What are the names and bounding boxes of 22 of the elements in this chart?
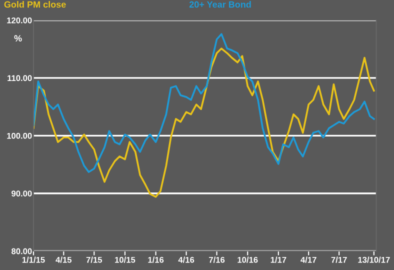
- x-tick-label: 1/17: [270, 256, 286, 263]
- y-axis-title: %: [14, 35, 22, 42]
- x-tick-label: 4/17: [300, 256, 316, 263]
- x-tick-label: 13/10/17: [358, 256, 390, 263]
- text: 20+ Year Bond: [189, 1, 251, 8]
- y-tick-label: 120.00: [7, 17, 32, 24]
- x-tick-label: 7/17: [331, 256, 347, 263]
- x-tick-label: 1/16: [148, 256, 164, 263]
- text: Gold PM close: [4, 1, 66, 8]
- x-tick-label: 4/16: [178, 256, 194, 263]
- y-tick-label: 110.00: [8, 75, 32, 82]
- x-tick-label: 10/16: [238, 256, 258, 263]
- line-series: [33, 48, 375, 198]
- x-tick-label: 7/15: [86, 256, 102, 263]
- line-series: [33, 33, 375, 173]
- x-tick-label: 1/1/15: [22, 256, 45, 263]
- y-tick-label: 80.00: [12, 248, 32, 254]
- x-tick-label: 4/15: [56, 256, 72, 263]
- y-tick-label: 100.00: [7, 132, 32, 139]
- x-tick-label: 10/15: [115, 256, 136, 263]
- x-tick-label: 7/16: [209, 256, 225, 263]
- y-tick-label: 90.00: [12, 190, 32, 196]
